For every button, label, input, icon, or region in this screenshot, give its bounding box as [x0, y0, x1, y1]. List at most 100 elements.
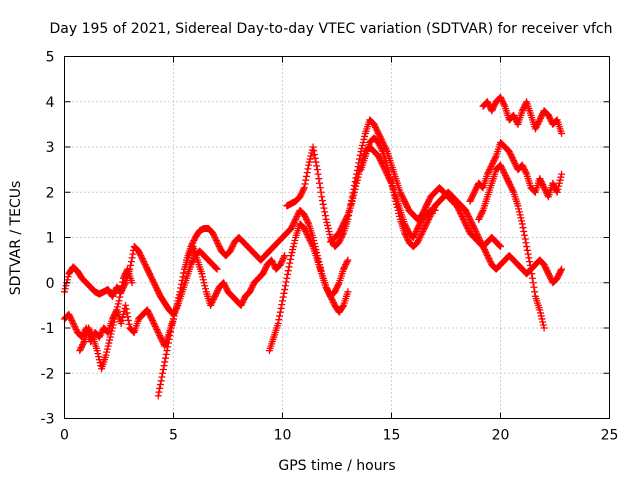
data-point: [289, 243, 297, 251]
data-point: [415, 235, 423, 243]
data-point: [279, 297, 286, 305]
data-point: [370, 120, 378, 128]
data-point: [491, 101, 499, 109]
data-point: [188, 240, 196, 248]
data-point: [201, 282, 209, 290]
data-point: [483, 98, 491, 106]
data-point: [175, 291, 183, 299]
data-point: [393, 203, 401, 211]
data-point: [371, 122, 379, 130]
data-point: [71, 322, 79, 330]
data-point: [337, 234, 345, 241]
data-point: [310, 151, 318, 159]
data-point: [144, 307, 152, 315]
data-point: [164, 339, 172, 347]
data-point: [319, 200, 327, 208]
data-point: [130, 328, 138, 336]
data-point: [465, 212, 473, 220]
data-point: [117, 286, 125, 294]
data-point: [298, 188, 306, 196]
data-point: [534, 120, 542, 128]
data-point: [302, 227, 310, 235]
data-point: [539, 182, 547, 190]
data-point: [485, 167, 493, 175]
data-point: [470, 190, 478, 198]
data-point: [96, 332, 104, 340]
data-point: [495, 241, 503, 249]
data-point: [411, 229, 419, 237]
data-point: [239, 297, 247, 305]
data-point: [226, 247, 234, 255]
data-point: [545, 113, 553, 121]
data-point: [540, 261, 548, 269]
data-point: [106, 336, 114, 344]
data-point: [487, 163, 495, 171]
data-point: [178, 276, 186, 284]
data-point: [107, 330, 115, 338]
data-point: [541, 262, 549, 270]
data-point: [174, 297, 182, 305]
axis-ticks: 0 5 10 15 20 25 -3 -2 -1 0 1 2 3 4 5: [41, 50, 619, 444]
data-point: [535, 117, 543, 125]
data-point: [372, 125, 380, 133]
data-point: [467, 194, 475, 202]
data-point: [479, 243, 487, 251]
data-point: [315, 175, 323, 183]
data-point: [499, 167, 507, 175]
data-point: [421, 223, 429, 231]
data-point: [467, 196, 475, 204]
data-point: [212, 264, 220, 272]
data-point: [472, 185, 480, 193]
data-point: [229, 241, 237, 249]
data-point: [156, 332, 164, 340]
data-point: [171, 309, 179, 317]
data-point: [377, 158, 385, 166]
data-point: [127, 258, 135, 266]
data-point: [397, 190, 405, 198]
data-point: [350, 188, 358, 196]
data-point: [507, 152, 515, 160]
data-point: [354, 173, 362, 181]
data-point: [290, 218, 298, 226]
data-point: [116, 293, 124, 301]
data-point: [546, 273, 554, 281]
data-point: [519, 105, 527, 113]
data-point: [86, 327, 94, 335]
data-point: [393, 200, 401, 208]
data-point: [61, 285, 69, 293]
data-point: [474, 232, 482, 240]
data-point: [324, 221, 332, 229]
data-point: [247, 285, 255, 293]
data-point: [140, 259, 148, 267]
data-point: [540, 324, 548, 332]
data-point: [172, 303, 180, 311]
data-points: [61, 93, 566, 400]
data-point: [67, 315, 75, 323]
data-point: [519, 224, 527, 232]
data-point: [552, 117, 560, 125]
data-point: [483, 252, 491, 260]
data-point: [63, 276, 71, 284]
data-point: [377, 145, 385, 153]
data-point: [227, 246, 235, 254]
data-point: [337, 224, 345, 232]
data-point: [536, 116, 544, 124]
data-point: [240, 295, 248, 303]
data-point: [158, 373, 166, 381]
data-point: [79, 339, 87, 347]
data-point: [201, 285, 209, 293]
data-point: [87, 330, 95, 338]
data-point: [420, 224, 428, 232]
data-point: [462, 220, 470, 228]
data-point: [275, 316, 283, 324]
data-point: [510, 158, 518, 166]
data-point: [376, 141, 384, 149]
data-point: [145, 309, 153, 317]
data-point: [486, 258, 494, 266]
data-point: [95, 353, 103, 361]
data-point: [65, 310, 73, 318]
data-point: [324, 288, 332, 296]
data-point: [208, 298, 216, 306]
data-point: [536, 176, 544, 184]
data-point: [199, 276, 207, 284]
